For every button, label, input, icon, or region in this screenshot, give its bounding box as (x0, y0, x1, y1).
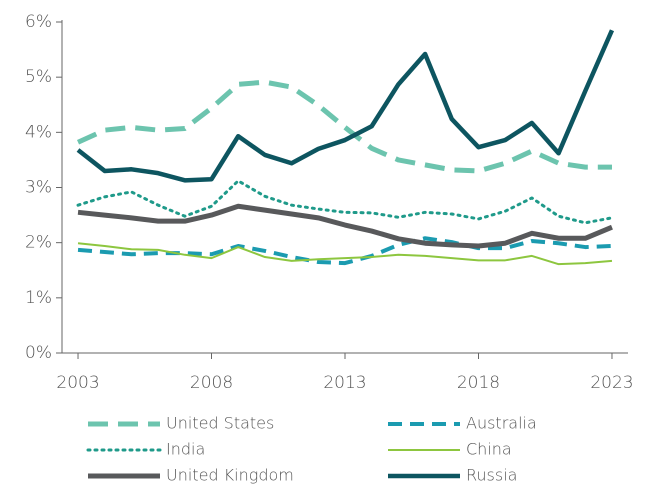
legend-label: United Kingdom (166, 466, 294, 484)
y-tick-label: 1% (25, 288, 52, 308)
series-line (76, 179, 614, 225)
legend-label: China (466, 440, 512, 459)
legend-label: United States (166, 414, 274, 433)
y-tick-label: 6% (25, 12, 52, 32)
x-tick-label: 2008 (190, 373, 233, 393)
y-tick-label: 4% (25, 122, 52, 142)
y-tick-label: 0% (25, 343, 52, 363)
series-line (77, 236, 613, 266)
x-tick-label: 2018 (457, 373, 500, 393)
y-tick-label: 3% (25, 178, 52, 198)
legend-label: India (166, 440, 205, 459)
x-tick-label: 2003 (56, 373, 99, 393)
series-line (77, 242, 613, 266)
legend-label: Russia (466, 466, 517, 484)
y-tick-label: 2% (25, 233, 52, 253)
y-tick-label: 5% (25, 67, 52, 87)
x-tick-label: 2013 (323, 373, 366, 393)
series-line (76, 79, 612, 174)
x-tick-label: 2023 (590, 373, 633, 393)
legend-label: Australia (466, 414, 537, 433)
series-line (76, 29, 615, 183)
series-line (77, 203, 613, 249)
